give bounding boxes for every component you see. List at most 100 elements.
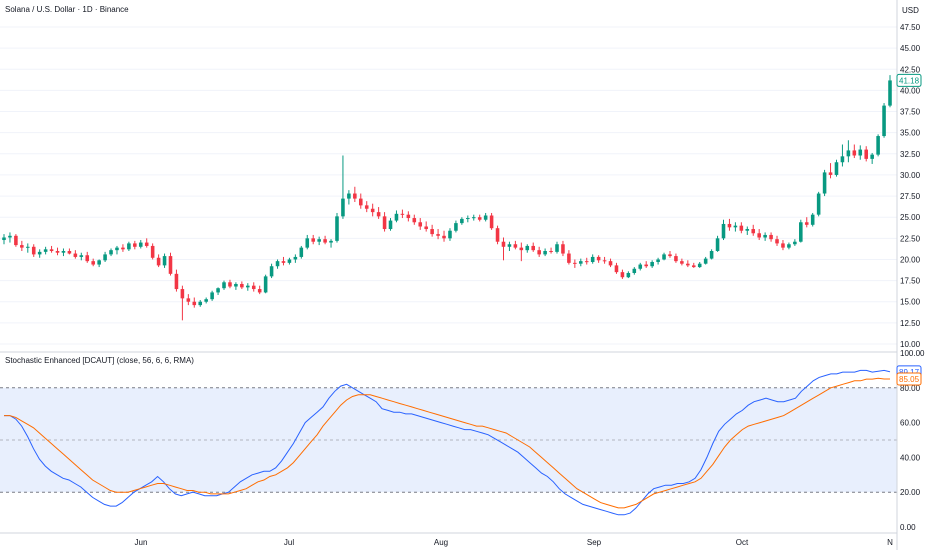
candle <box>234 282 238 290</box>
stoch-tick-label: 60.00 <box>900 419 921 428</box>
candle-body <box>632 268 637 273</box>
candle <box>555 241 559 254</box>
candle <box>466 215 470 223</box>
candle <box>632 267 637 275</box>
price-tick-label: 47.50 <box>900 23 921 32</box>
price-tick-label: 37.50 <box>900 108 921 117</box>
candle-body <box>739 225 744 231</box>
candle <box>828 163 833 179</box>
candle-body <box>471 217 476 219</box>
candle-body <box>275 261 280 267</box>
candle <box>864 146 868 162</box>
candle-body <box>525 245 530 251</box>
candle-body <box>769 234 773 240</box>
candle-body <box>55 251 60 253</box>
candle-body <box>608 261 613 266</box>
candle <box>489 212 494 230</box>
price-grid <box>0 26 897 345</box>
candle <box>299 245 304 259</box>
stoch-d-tag: 85.05 <box>896 372 922 386</box>
candle <box>454 220 458 233</box>
candle-body <box>61 251 66 253</box>
candle <box>626 271 631 279</box>
candle <box>561 240 565 257</box>
candle <box>150 243 155 260</box>
candle <box>156 254 161 268</box>
candle <box>216 287 220 295</box>
candle-body <box>210 292 214 300</box>
candle-body <box>656 259 660 263</box>
price-tick-label: 12.50 <box>900 319 921 328</box>
time-axis[interactable]: Jun Jul Aug Sep Oct N <box>135 538 894 547</box>
candle <box>198 300 203 307</box>
candle <box>26 243 30 253</box>
stoch-tick-label: 100.00 <box>900 349 925 358</box>
last-price-tag: 41.18 <box>896 73 922 87</box>
price-tick-label: 45.00 <box>900 44 921 53</box>
candle <box>703 256 708 265</box>
candle <box>668 251 672 258</box>
candle-body <box>757 233 761 238</box>
price-tick-label: 10.00 <box>900 340 921 349</box>
time-tick-label: Aug <box>434 538 448 547</box>
candle <box>567 250 571 265</box>
candle-body <box>442 235 446 239</box>
candle <box>293 254 298 263</box>
candle-body <box>680 261 684 264</box>
candle-body <box>394 213 399 221</box>
candle <box>870 152 874 164</box>
candle <box>852 144 857 159</box>
candle-body <box>20 245 24 248</box>
candle <box>370 203 375 217</box>
time-tick-label: N <box>887 538 893 547</box>
candle-body <box>400 213 405 215</box>
candle-body <box>79 255 84 257</box>
candle-body <box>775 239 779 244</box>
candle <box>49 245 54 253</box>
candle <box>460 217 464 225</box>
stoch-tick-label: 20.00 <box>900 488 921 497</box>
candle <box>620 269 625 279</box>
candle-body <box>501 241 506 247</box>
stoch-axis[interactable]: 0.00 20.00 40.00 60.00 80.00 100.00 <box>900 349 925 532</box>
candle <box>739 222 744 234</box>
stoch-tick-label: 40.00 <box>900 453 921 462</box>
stoch-band <box>0 387 897 493</box>
candle <box>133 240 137 250</box>
candle <box>876 134 880 157</box>
candle-body <box>204 299 208 302</box>
currency-label: USD <box>902 6 919 15</box>
candle-body <box>192 301 197 306</box>
candle <box>763 232 767 241</box>
candle-body <box>721 223 726 239</box>
candle-body <box>418 222 423 227</box>
candle-body <box>198 301 203 306</box>
candle <box>495 225 500 245</box>
candle <box>364 201 369 213</box>
candle <box>775 235 779 246</box>
candle-body <box>370 208 375 213</box>
candle-body <box>121 247 125 250</box>
price-axis[interactable]: 10.00 12.50 15.00 17.50 20.00 22.50 25.00 27.50… <box>900 23 921 349</box>
candle-body <box>590 256 595 263</box>
candle-body <box>263 276 268 293</box>
candle-body <box>852 150 857 156</box>
candle <box>793 239 797 246</box>
candle <box>127 241 131 252</box>
candle-body <box>460 218 464 224</box>
candle <box>73 250 78 259</box>
candle <box>180 285 185 321</box>
candle-body <box>519 247 524 251</box>
candle-body <box>109 250 113 255</box>
candle-body <box>311 238 315 242</box>
candle <box>697 262 702 268</box>
candle-body <box>864 149 868 159</box>
candle-body <box>858 149 863 156</box>
candle <box>751 224 756 236</box>
candle <box>263 274 268 294</box>
candle <box>662 252 666 261</box>
price-tick-label: 15.00 <box>900 298 921 307</box>
candle-body <box>709 251 714 259</box>
candle-body <box>644 264 648 267</box>
candle-body <box>454 223 458 231</box>
